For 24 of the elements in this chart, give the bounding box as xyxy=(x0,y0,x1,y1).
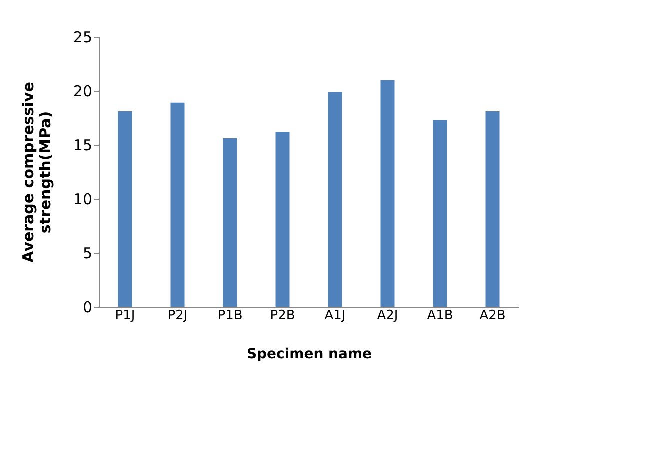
x-axis-title: Specimen name xyxy=(246,346,372,362)
bar xyxy=(118,112,132,307)
y-tick-label: 20 xyxy=(73,82,92,100)
x-tick-label: P2B xyxy=(270,308,296,324)
x-tick-label: A1B xyxy=(427,308,454,324)
y-tick-label: 0 xyxy=(82,298,92,316)
bar xyxy=(223,138,238,307)
bar xyxy=(433,120,448,307)
y-tick-label: 15 xyxy=(73,136,92,154)
bar xyxy=(486,112,500,307)
x-tick-label: P1B xyxy=(218,308,243,324)
y-tick-label: 5 xyxy=(82,244,92,262)
x-tick-label: A2J xyxy=(377,308,398,324)
y-tick-label: 10 xyxy=(73,190,92,208)
x-tick-label: A1J xyxy=(324,308,346,324)
x-tick-label: A2B xyxy=(480,308,506,324)
y-axis-title: Average compressive strength(MPa) xyxy=(19,82,54,263)
bar xyxy=(170,102,185,307)
y-tick-label: 25 xyxy=(73,28,92,46)
bar xyxy=(380,80,395,307)
x-tick-label: P1J xyxy=(115,308,136,324)
bar xyxy=(328,92,342,307)
bar xyxy=(276,132,290,307)
x-tick-label: P2J xyxy=(168,308,188,324)
